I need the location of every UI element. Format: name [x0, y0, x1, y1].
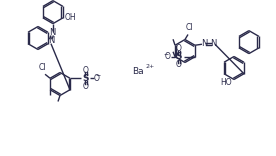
Text: OH: OH [65, 13, 76, 22]
Text: O: O [165, 52, 171, 61]
Text: Cl: Cl [185, 22, 193, 32]
Text: S: S [83, 74, 89, 83]
Text: Ba: Ba [132, 66, 144, 76]
Text: O: O [83, 66, 89, 75]
Text: O: O [176, 44, 182, 53]
Text: −: − [96, 73, 101, 78]
Text: N: N [201, 39, 207, 48]
Text: O: O [83, 82, 89, 91]
Text: N: N [49, 28, 55, 37]
Text: 2+: 2+ [145, 64, 154, 70]
Text: S: S [176, 52, 182, 61]
Text: −: − [163, 51, 169, 56]
Text: N: N [210, 39, 216, 48]
Text: O: O [94, 74, 100, 83]
Text: Cl: Cl [38, 63, 46, 72]
Text: O: O [176, 60, 182, 69]
Text: HO: HO [220, 78, 232, 87]
Text: N: N [48, 36, 54, 45]
